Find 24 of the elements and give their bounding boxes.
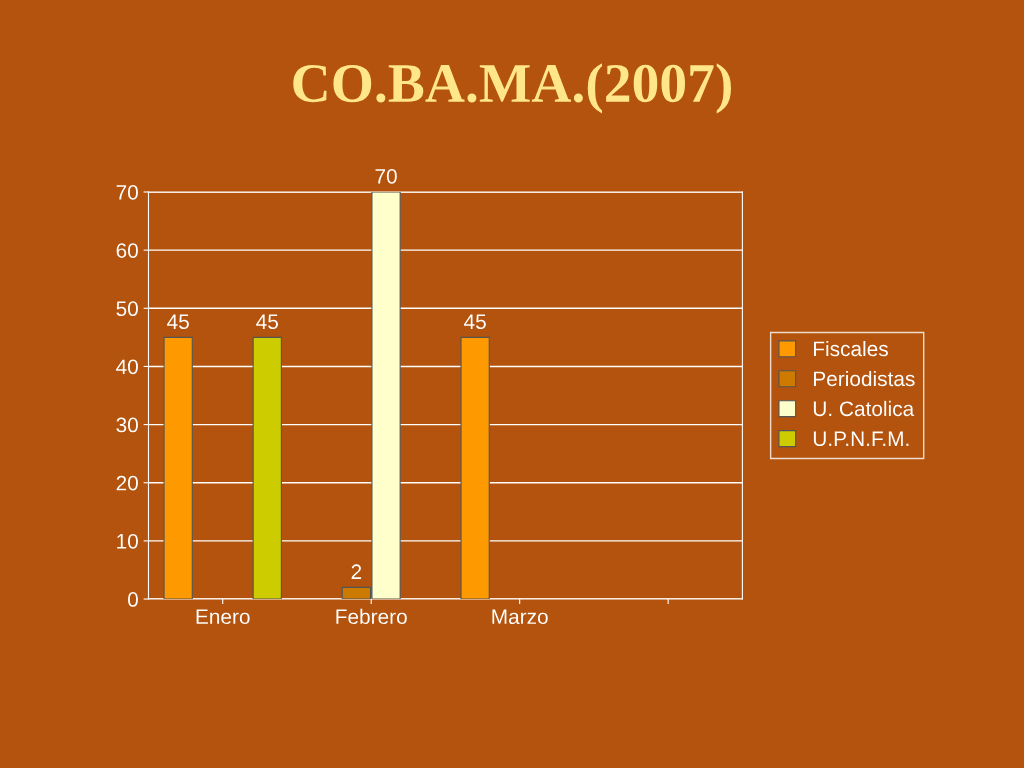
- chart-title: CO.BA.MA.(2007): [293, 63, 731, 114]
- bar: [163, 336, 193, 600]
- legend-label: Fiscales: [814, 340, 888, 357]
- y-tick-label: 60: [116, 243, 138, 258]
- data-label: 70: [375, 168, 397, 184]
- bar: [460, 336, 490, 600]
- legend-label: Periodistas: [814, 370, 915, 387]
- legend-label: U. Catolica: [813, 400, 915, 417]
- x-tick-label: Marzo: [492, 609, 548, 625]
- data-label: 45: [256, 314, 278, 330]
- y-tick-label: 10: [117, 533, 138, 549]
- y-tick-label: 0: [127, 592, 138, 607]
- y-tick-label: 40: [116, 359, 138, 375]
- y-tick-label: 50: [116, 301, 138, 317]
- data-label: 45: [167, 314, 189, 330]
- y-tick-label: 30: [116, 417, 138, 433]
- data-label: 2: [351, 564, 362, 579]
- y-tick-label: 70: [116, 185, 138, 200]
- x-tick-label: Enero: [196, 609, 250, 625]
- data-label: 45: [464, 314, 486, 330]
- y-tick-label: 20: [116, 475, 138, 491]
- bar: [252, 336, 282, 600]
- x-tick-label: Febrero: [336, 608, 407, 625]
- legend-label: U.P.N.F.M.: [813, 431, 909, 447]
